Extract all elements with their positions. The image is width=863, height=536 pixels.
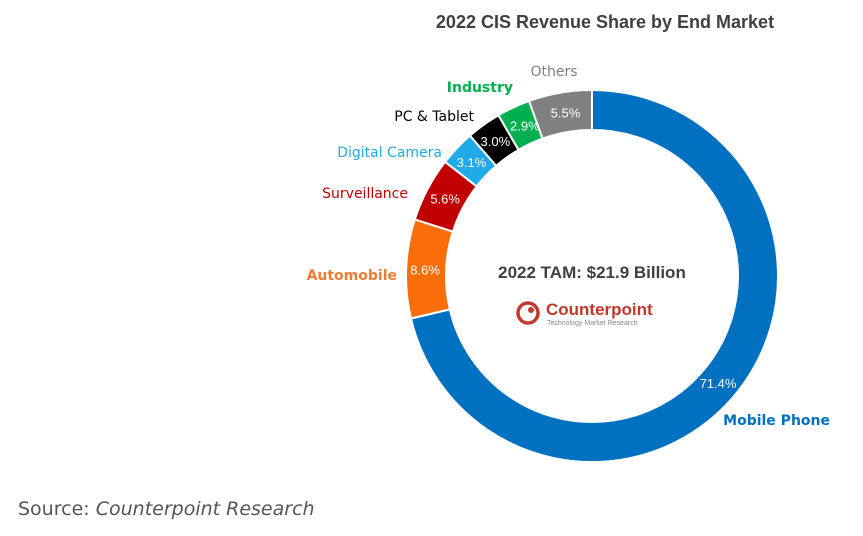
donut-slices [405, 88, 779, 463]
pct-label-digital-camera: 3.1% [457, 155, 487, 170]
pct-label-others: 5.5% [551, 105, 581, 120]
name-label-automobile: Automobile [307, 268, 397, 284]
logo-tagline: Technology Market Research [547, 320, 638, 327]
pct-label-surveillance: 5.6% [430, 192, 460, 207]
slice-others [527, 88, 593, 140]
chart-title: 2022 CIS Revenue Share by End Market [436, 12, 774, 32]
logo-name: Counterpoint [546, 300, 653, 319]
pct-label-automobile: 8.6% [410, 262, 440, 277]
name-label-pc-tablet: PC & Tablet [394, 109, 474, 125]
name-label-mobile-phone: Mobile Phone [723, 413, 830, 429]
pct-label-industry: 2.9% [510, 119, 540, 134]
counterpoint-logo: Counterpoint Technology Market Research [516, 300, 653, 327]
name-label-industry: Industry [447, 80, 513, 96]
pct-label-pc-tablet: 3.0% [481, 134, 511, 149]
source-prefix: Source: [18, 498, 90, 520]
name-label-others: Others [530, 64, 577, 80]
slice-mobile-phone [409, 88, 779, 463]
donut-chart: 2022 CIS Revenue Share by End Market 71.… [307, 12, 830, 463]
pct-label-mobile-phone: 71.4% [700, 376, 737, 391]
source-line: Source: Counterpoint Research [18, 498, 315, 520]
source-org: Counterpoint Research [95, 498, 315, 520]
name-label-digital-camera: Digital Camera [337, 145, 442, 161]
counterpoint-logo-icon [516, 301, 540, 325]
name-label-surveillance: Surveillance [322, 186, 408, 202]
slice-name-labels: Mobile Phone Automobile Surveillance Digita… [307, 64, 830, 429]
slice-percent-labels: 71.4% 8.6% 5.6% 3.1% 3.0%2.9% 5.5% [410, 105, 737, 391]
center-tam-label: 2022 TAM: $21.9 Billion [498, 263, 686, 282]
